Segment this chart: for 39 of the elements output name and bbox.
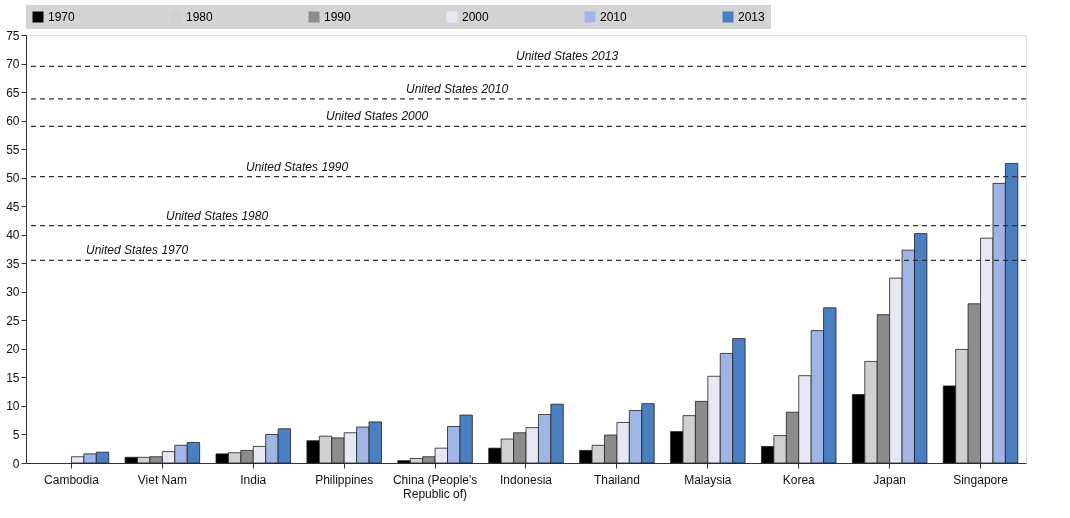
y-tick-label: 30 xyxy=(6,285,20,300)
x-tick-label: Singapore xyxy=(953,472,1009,487)
y-tick-label: 65 xyxy=(6,85,20,100)
ref-line-label: United States 2010 xyxy=(406,81,509,96)
ref-line-label: United States 2000 xyxy=(326,109,429,124)
legend-label: 1990 xyxy=(324,10,352,24)
x-tick-label: Japan xyxy=(873,472,906,487)
ref-line-label: United States 1980 xyxy=(166,208,269,223)
legend-label: 2000 xyxy=(462,10,490,24)
y-tick-label: 55 xyxy=(6,142,20,157)
y-tick-label: 0 xyxy=(12,456,20,471)
ref-line-label: United States 1970 xyxy=(86,243,189,258)
ref-line-label: United States 2013 xyxy=(516,49,619,64)
y-tick-label: 5 xyxy=(12,427,20,442)
x-tick-label: China (People's Republic of) xyxy=(392,472,478,501)
x-tick-label: Indonesia xyxy=(499,472,553,487)
y-tick-label: 75 xyxy=(6,28,20,43)
x-tick-label: Korea xyxy=(782,472,816,487)
x-tick-label: Cambodia xyxy=(44,472,100,487)
y-tick-label: 35 xyxy=(6,256,20,271)
x-tick-label: Viet Nam xyxy=(137,472,187,487)
x-tick-label: Thailand xyxy=(593,472,640,487)
x-tick-label: Malaysia xyxy=(684,472,732,487)
x-tick-label: India xyxy=(240,472,267,487)
y-tick-label: 70 xyxy=(6,57,20,72)
legend-label: 2013 xyxy=(738,10,766,24)
y-tick-label: 45 xyxy=(6,199,20,214)
ref-line-label: United States 1990 xyxy=(246,159,349,174)
text: 1980 xyxy=(186,10,214,24)
x-tick-label: Philippines xyxy=(315,472,374,487)
y-tick-label: 20 xyxy=(6,342,20,357)
y-tick-label: 50 xyxy=(6,171,20,186)
y-tick-label: 25 xyxy=(6,313,20,328)
y-tick-label: 15 xyxy=(6,370,20,385)
legend-label: 1970 xyxy=(48,10,76,24)
y-tick-label: 40 xyxy=(6,228,20,243)
y-tick-label: 60 xyxy=(6,114,20,129)
y-tick-label: 10 xyxy=(6,399,20,414)
legend-label: 2010 xyxy=(600,10,628,24)
